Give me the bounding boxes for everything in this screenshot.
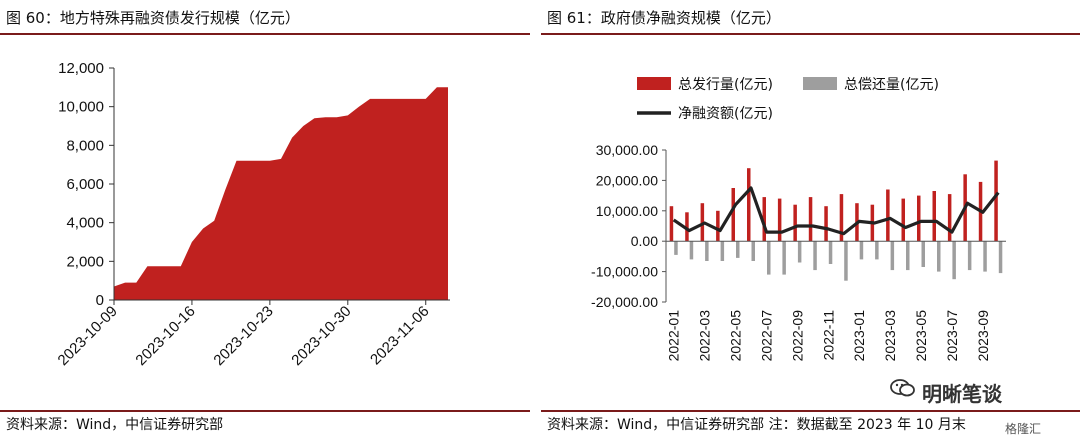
x-tick-label: 2022-11 bbox=[820, 310, 836, 361]
y-tick-label: 6,000 bbox=[66, 176, 104, 193]
y-tick-label: 20,000.00 bbox=[596, 172, 658, 188]
bar-repaid bbox=[736, 241, 740, 258]
bar-issued bbox=[824, 206, 828, 242]
bar-repaid bbox=[937, 241, 941, 272]
x-tick-label: 2023-10-16 bbox=[132, 303, 198, 369]
left-top-rule bbox=[0, 33, 530, 35]
x-tick-label: 2023-03 bbox=[882, 310, 898, 362]
right-source-note: 资料来源：Wind，中信证券研究部 注：数据截至 2023 年 10 月末 bbox=[547, 417, 966, 433]
x-tick-label: 2023-10-09 bbox=[55, 303, 121, 369]
y-tick-label: 30,000.00 bbox=[596, 142, 658, 158]
bar-issued bbox=[947, 194, 952, 242]
bar-issued bbox=[994, 160, 998, 242]
x-tick-label: 2023-05 bbox=[913, 310, 929, 362]
bar-repaid bbox=[828, 241, 833, 264]
legend-swatch-issued bbox=[637, 77, 671, 90]
x-tick-label: 2023-01 bbox=[851, 310, 867, 362]
x-tick-label: 2023-10-30 bbox=[288, 303, 354, 369]
right-bottom-rule bbox=[541, 410, 1080, 412]
bar-repaid bbox=[859, 241, 864, 260]
bar-issued bbox=[917, 195, 921, 242]
y-tick-label: 0 bbox=[96, 292, 104, 309]
x-tick-label: 2022-09 bbox=[789, 310, 805, 362]
area-series bbox=[114, 87, 448, 300]
watermark-label: 明晰笔谈 bbox=[922, 382, 1002, 406]
y-tick-label: 4,000 bbox=[66, 215, 104, 232]
bar-repaid bbox=[983, 241, 987, 272]
bar-repaid bbox=[782, 241, 786, 275]
bar-issued bbox=[685, 212, 689, 242]
bar-issued bbox=[669, 206, 674, 242]
bar-issued bbox=[731, 188, 735, 242]
bar-issued bbox=[901, 198, 905, 242]
bar-issued bbox=[762, 197, 766, 242]
legend-label-issued: 总发行量(亿元) bbox=[678, 77, 773, 93]
wechat-icon bbox=[890, 379, 916, 404]
y-tick-label: 12,000 bbox=[58, 60, 104, 77]
x-tick-label: 2023-10-23 bbox=[210, 303, 276, 369]
left-source-note: 资料来源：Wind，中信证券研究部 bbox=[6, 417, 224, 433]
bar-repaid bbox=[967, 241, 972, 271]
right-combo-chart: 总发行量(亿元) 总偿还量(亿元) 净融资额(亿元) -20,000.00 -10,00… bbox=[591, 77, 1006, 362]
watermark-small-label: 格隆汇 bbox=[1005, 422, 1042, 436]
bar-repaid bbox=[751, 241, 755, 261]
right-top-rule bbox=[541, 33, 1080, 35]
bar-issued bbox=[839, 194, 844, 242]
bar-repaid bbox=[844, 241, 848, 281]
left-panel: 图 60：地方特殊再融资债发行规模（亿元） 0 2,000 4,000 6,000 8,… bbox=[0, 0, 530, 443]
y-tick-label: 8,000 bbox=[66, 137, 104, 154]
bar-repaid bbox=[767, 241, 771, 275]
bar-repaid bbox=[906, 241, 910, 271]
bar-repaid bbox=[797, 241, 802, 263]
bar-issued bbox=[716, 210, 720, 242]
x-tick-label: 2023-07 bbox=[944, 310, 960, 362]
bar-issued bbox=[747, 168, 751, 242]
legend-swatch-repaid bbox=[803, 77, 837, 90]
bar-repaid bbox=[674, 241, 678, 255]
bar-issued bbox=[777, 198, 782, 242]
watermark-badge: 明晰笔谈 bbox=[890, 378, 1070, 408]
right-panel: 图 61：政府债净融资规模（亿元） 总发行量(亿元) 总偿还量(亿元) 净融资额(亿… bbox=[541, 0, 1080, 443]
y-tick-label: 2,000 bbox=[66, 253, 104, 270]
x-tick-label: 2022-03 bbox=[697, 310, 713, 362]
bar-repaid bbox=[720, 241, 725, 261]
x-tick-label: 2023-11-06 bbox=[367, 303, 432, 368]
legend-label-net: 净融资额(亿元) bbox=[678, 106, 773, 122]
x-tick-label: 2022-05 bbox=[728, 310, 744, 362]
y-tick-label: -10,000.00 bbox=[591, 264, 658, 280]
bar-issued bbox=[700, 203, 705, 242]
y-tick-label: 10,000.00 bbox=[596, 203, 658, 219]
bar-repaid bbox=[875, 241, 879, 260]
line-net-financing bbox=[672, 186, 1000, 236]
bar-repaid bbox=[705, 241, 709, 261]
left-bottom-rule bbox=[0, 410, 530, 412]
bar-repaid bbox=[813, 241, 817, 271]
y-tick-label: 0.00 bbox=[631, 233, 658, 249]
bar-repaid bbox=[998, 241, 1003, 274]
y-tick-label: -20,000.00 bbox=[591, 294, 658, 310]
right-chart-title: 图 61：政府债净融资规模（亿元） bbox=[547, 9, 781, 27]
bar-issued bbox=[886, 189, 890, 242]
left-chart-title: 图 60：地方特殊再融资债发行规模（亿元） bbox=[6, 9, 300, 27]
bar-repaid bbox=[890, 241, 895, 271]
legend-label-repaid: 总偿还量(亿元) bbox=[844, 77, 939, 93]
x-tick-label: 2022-01 bbox=[666, 310, 682, 362]
bar-issued bbox=[808, 197, 813, 242]
bar-repaid bbox=[952, 241, 956, 280]
bar-repaid bbox=[689, 241, 694, 260]
x-tick-label: 2023-09 bbox=[975, 310, 991, 362]
left-area-chart: 0 2,000 4,000 6,000 8,000 10,000 12,000 2023-10… bbox=[55, 60, 450, 369]
y-tick-label: 10,000 bbox=[58, 99, 104, 116]
bar-repaid bbox=[921, 241, 925, 267]
bar-issued bbox=[793, 204, 797, 242]
bar-issued bbox=[932, 191, 936, 242]
x-tick-label: 2022-07 bbox=[758, 310, 774, 362]
